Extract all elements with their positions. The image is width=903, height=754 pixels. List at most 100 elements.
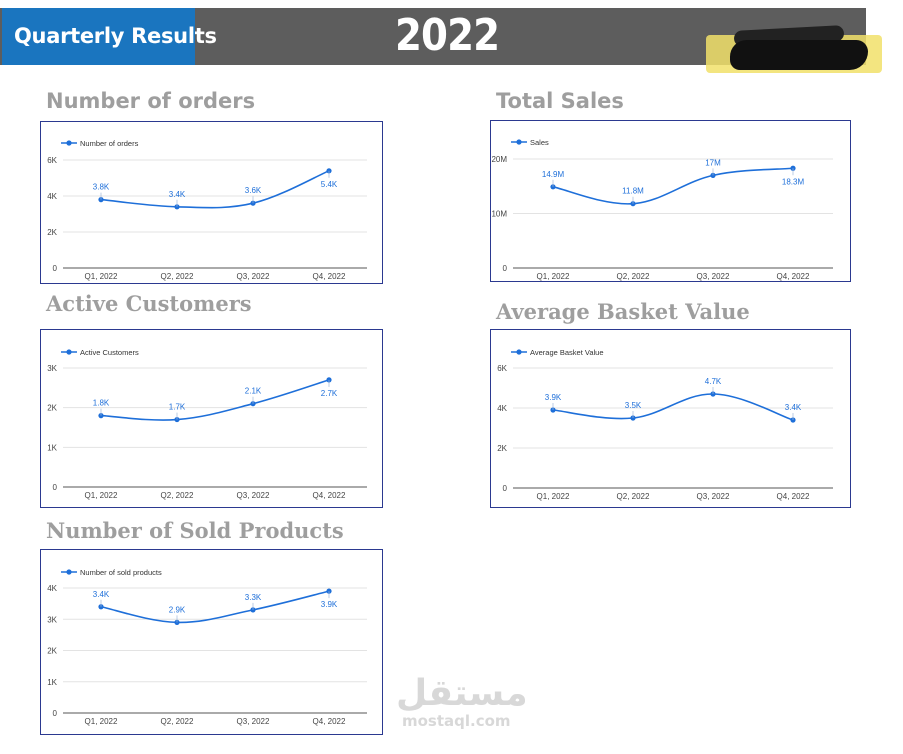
sales-data-point <box>710 172 716 178</box>
customers-data-label: 2.7K <box>321 389 338 398</box>
products-data-label: 2.9K <box>169 605 186 614</box>
basket-data-label: 4.7K <box>705 377 722 386</box>
sales-legend-marker <box>516 139 522 145</box>
customers-x-tick-label: Q4, 2022 <box>313 491 346 500</box>
basket-legend-marker <box>516 349 522 355</box>
orders-x-tick-label: Q2, 2022 <box>161 272 194 281</box>
redacted-logo-scribble <box>730 40 868 70</box>
orders-data-label: 3.4K <box>169 190 186 199</box>
products-y-tick-label: 3K <box>47 615 57 624</box>
products-x-tick-label: Q4, 2022 <box>313 717 346 726</box>
customers-y-tick-label: 2K <box>47 404 57 413</box>
products-legend-label: Number of sold products <box>80 568 162 577</box>
sales-legend-label: Sales <box>530 138 549 147</box>
basket-y-tick-label: 0 <box>503 484 508 493</box>
products-legend-marker <box>66 569 72 575</box>
basket-y-tick-label: 2K <box>497 444 507 453</box>
customers-x-tick-label: Q2, 2022 <box>161 491 194 500</box>
basket-legend-label: Average Basket Value <box>530 348 604 357</box>
orders-y-tick-label: 2K <box>47 228 57 237</box>
customers-chart-svg: Active Customers 0 1K 2K 3K Q1, 2022 Q2, 2022 Q… <box>47 348 367 500</box>
basket-series-line <box>552 393 794 421</box>
sales-y-tick-label: 20M <box>491 155 507 164</box>
sales-chart-title: Total Sales <box>496 89 624 113</box>
sales-y-tick-label: 0 <box>503 264 508 273</box>
customers-legend: Active Customers <box>61 348 139 357</box>
basket-x-tick-label: Q2, 2022 <box>617 492 650 501</box>
sales-data-label: 14.9M <box>542 170 565 179</box>
sales-x-tick-label: Q1, 2022 <box>537 272 570 281</box>
products-y-tick-label: 1K <box>47 678 57 687</box>
products-data-label: 3.4K <box>93 590 110 599</box>
sales-x-tick-label: Q4, 2022 <box>777 272 810 281</box>
products-data-label: 3.3K <box>245 593 262 602</box>
customers-series-line <box>100 379 330 421</box>
orders-y-tick-label: 6K <box>47 156 57 165</box>
orders-chart: Number of orders 0 2K 4K 6K Q1, 2022 Q2, 2022 Q… <box>40 121 383 284</box>
sales-chart: Sales 0 10M 20M Q1, 2022 Q2, 2022 Q3, 2022 Q4, … <box>490 120 851 282</box>
orders-legend: Number of orders <box>61 139 139 148</box>
customers-data-point <box>326 377 332 383</box>
basket-data-label: 3.4K <box>785 403 802 412</box>
products-y-tick-label: 0 <box>53 709 58 718</box>
customers-x-tick-label: Q3, 2022 <box>237 491 270 500</box>
year-label: 2022 <box>395 10 500 61</box>
customers-legend-label: Active Customers <box>80 348 139 357</box>
sales-x-tick-label: Q3, 2022 <box>697 272 730 281</box>
basket-legend: Average Basket Value <box>511 348 604 357</box>
sales-x-tick-label: Q2, 2022 <box>617 272 650 281</box>
basket-data-label: 3.5K <box>625 401 642 410</box>
basket-y-tick-label: 6K <box>497 364 507 373</box>
products-chart: Number of sold products 0 1K 2K 3K 4K Q1, 2022… <box>40 549 383 735</box>
orders-x-tick-label: Q4, 2022 <box>313 272 346 281</box>
orders-data-point <box>98 197 104 203</box>
orders-legend-label: Number of orders <box>80 139 139 148</box>
sales-data-label: 11.8M <box>622 187 644 196</box>
basket-chart: Average Basket Value 0 2K 4K 6K Q1, 2022 Q2, 2… <box>490 329 851 508</box>
customers-y-tick-label: 3K <box>47 364 57 373</box>
sales-chart-svg: Sales 0 10M 20M Q1, 2022 Q2, 2022 Q3, 2022 Q4, … <box>491 138 833 281</box>
customers-chart-title: Active Customers <box>46 291 252 316</box>
basket-chart-svg: Average Basket Value 0 2K 4K 6K Q1, 2022 Q2, 2… <box>497 348 833 501</box>
products-x-tick-label: Q2, 2022 <box>161 717 194 726</box>
orders-data-point <box>326 168 332 174</box>
orders-x-tick-label: Q1, 2022 <box>85 272 118 281</box>
header-title-block <box>2 8 195 65</box>
customers-y-tick-label: 0 <box>53 483 58 492</box>
watermark: مستقل mostaql.com <box>396 676 528 731</box>
customers-data-point <box>98 413 104 419</box>
customers-data-point <box>250 401 256 407</box>
page-title: Quarterly Results <box>14 24 217 48</box>
orders-legend-marker <box>66 140 72 146</box>
orders-series-line <box>100 170 330 209</box>
sales-legend: Sales <box>511 138 549 147</box>
orders-chart-title: Number of orders <box>46 89 256 113</box>
basket-data-label: 3.9K <box>545 393 562 402</box>
sales-data-label: 17M <box>705 158 721 167</box>
customers-data-label: 1.8K <box>93 399 110 408</box>
products-series-line <box>100 590 330 624</box>
watermark-latin: mostaql.com <box>402 712 511 730</box>
products-x-tick-label: Q1, 2022 <box>85 717 118 726</box>
products-x-tick-label: Q3, 2022 <box>237 717 270 726</box>
basket-x-tick-label: Q1, 2022 <box>537 492 570 501</box>
customers-legend-marker <box>66 349 72 355</box>
orders-x-tick-label: Q3, 2022 <box>237 272 270 281</box>
basket-chart-title: Average Basket Value <box>496 299 750 324</box>
products-legend: Number of sold products <box>61 568 162 577</box>
orders-data-label: 3.8K <box>93 183 110 192</box>
customers-x-tick-label: Q1, 2022 <box>85 491 118 500</box>
products-chart-title: Number of Sold Products <box>46 518 344 543</box>
products-data-label: 3.9K <box>321 600 338 609</box>
sales-data-label: 18.3M <box>782 177 805 186</box>
orders-y-tick-label: 0 <box>53 264 58 273</box>
basket-x-tick-label: Q3, 2022 <box>697 492 730 501</box>
products-y-tick-label: 2K <box>47 647 57 656</box>
basket-y-tick-label: 4K <box>497 404 507 413</box>
sales-series-line <box>552 167 794 205</box>
basket-x-tick-label: Q4, 2022 <box>777 492 810 501</box>
orders-y-tick-label: 4K <box>47 192 57 201</box>
customers-data-label: 1.7K <box>169 403 186 412</box>
customers-y-tick-label: 1K <box>47 443 57 452</box>
orders-data-label: 3.6K <box>245 186 262 195</box>
